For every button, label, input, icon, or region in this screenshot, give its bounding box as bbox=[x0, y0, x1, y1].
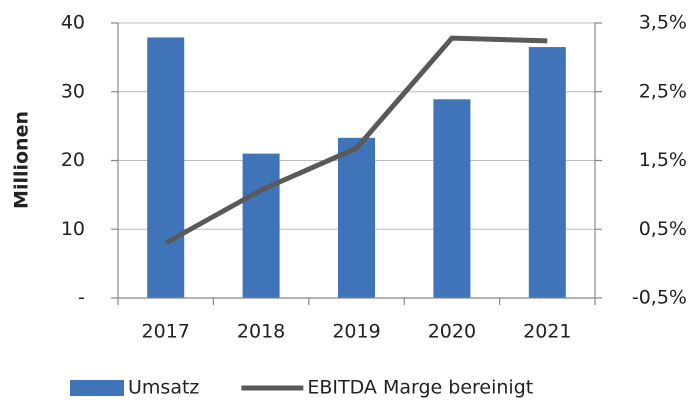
y2-tick-label: 3,5% bbox=[639, 12, 687, 34]
y-tick-label: 40 bbox=[61, 12, 85, 34]
y-tick-label: - bbox=[78, 287, 85, 309]
x-tick-label: 2020 bbox=[428, 321, 476, 343]
legend-label: EBITDA Marge bereinigt bbox=[307, 377, 533, 399]
legend-label: Umsatz bbox=[128, 377, 199, 399]
bar bbox=[338, 137, 375, 298]
legend-swatch bbox=[70, 380, 124, 396]
y-axis-label: Millionen bbox=[11, 111, 33, 209]
bar bbox=[528, 47, 566, 298]
x-tick-label: 2018 bbox=[237, 321, 285, 343]
x-tick-label: 2017 bbox=[142, 321, 190, 343]
y2-tick-label: 2,5% bbox=[639, 80, 687, 102]
line bbox=[164, 35, 548, 246]
y2-tick-label: 0,5% bbox=[639, 218, 687, 240]
y2-tick-label: -0,5% bbox=[632, 287, 687, 309]
bar bbox=[147, 37, 185, 298]
y2-tick-label: 1,5% bbox=[639, 149, 687, 171]
y-tick-label: 20 bbox=[61, 149, 85, 171]
bar bbox=[242, 153, 280, 298]
x-tick-label: 2019 bbox=[332, 321, 380, 343]
y-tick-label: 30 bbox=[61, 80, 85, 102]
bar bbox=[433, 99, 471, 298]
x-tick-label: 2021 bbox=[523, 321, 571, 343]
y-tick-label: 10 bbox=[61, 218, 85, 240]
